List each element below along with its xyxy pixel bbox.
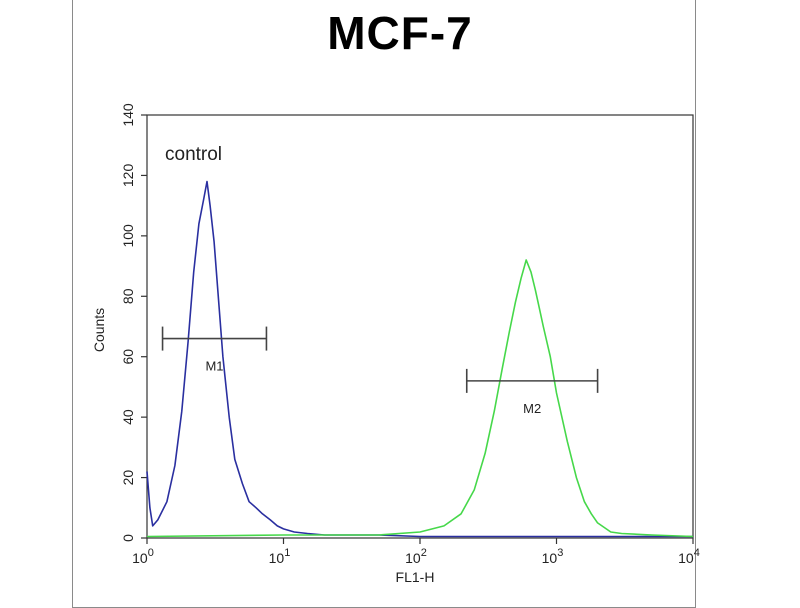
x-axis-label: FL1-H (396, 569, 435, 585)
y-tick-label: 60 (120, 349, 136, 365)
x-tick-exponent: 4 (694, 547, 700, 559)
chart-title: MCF-7 (327, 7, 473, 59)
y-tick-label: 80 (120, 288, 136, 304)
x-tick-base: 10 (542, 550, 558, 566)
x-tick-label: 101 (269, 547, 291, 566)
gate-markers: M1 M2 (161, 326, 599, 416)
x-tick-base: 10 (405, 550, 421, 566)
marker-label: M1 (205, 359, 223, 374)
marker-label: M2 (523, 401, 541, 416)
control-histogram-line (146, 180, 693, 538)
x-tick-label: 103 (542, 547, 564, 566)
y-tick-label: 140 (120, 103, 136, 127)
x-tick-exponent: 2 (421, 547, 427, 559)
y-tick-label: 40 (120, 409, 136, 425)
x-tick-label: 100 (132, 547, 154, 566)
y-tick-label: 0 (120, 534, 136, 542)
y-tick-label: 100 (120, 224, 136, 248)
y-axis: 0 20 40 60 80 100 120 140 (120, 103, 147, 542)
x-tick-base: 10 (678, 550, 694, 566)
marker-m1: M1 (161, 326, 268, 374)
x-tick-exponent: 0 (148, 547, 154, 559)
y-axis-label: Counts (91, 308, 107, 352)
y-tick-label: 20 (120, 470, 136, 486)
x-tick-exponent: 3 (557, 547, 563, 559)
x-tick-base: 10 (269, 550, 285, 566)
x-tick-base: 10 (132, 550, 148, 566)
x-tick-exponent: 1 (284, 547, 290, 559)
control-annotation: control (165, 144, 222, 165)
x-tick-label: 102 (405, 547, 427, 566)
marker-m2: M2 (465, 368, 599, 416)
series-group (146, 180, 694, 538)
plot-area (146, 114, 694, 539)
x-axis: 100 101 102 103 104 (132, 538, 700, 566)
sample-histogram-line (146, 259, 694, 538)
y-tick-label: 120 (120, 164, 136, 188)
x-tick-label: 104 (678, 547, 700, 566)
